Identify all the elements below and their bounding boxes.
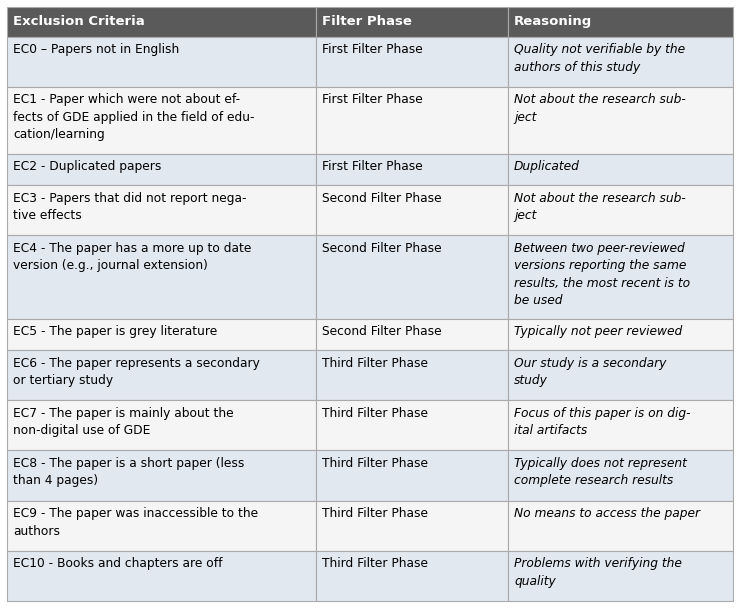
Text: EC8 - The paper is a short paper (less
than 4 pages): EC8 - The paper is a short paper (less t… [13,457,244,488]
Bar [508,350,733,400]
Bar [508,154,733,185]
Text: First Filter Phase: First Filter Phase [322,43,423,57]
Text: Duplicated: Duplicated [514,160,580,173]
Text: No means to access the paper: No means to access the paper [514,507,700,520]
Bar [7,7,315,37]
Bar [508,235,733,319]
Bar [7,400,315,451]
Bar [508,400,733,451]
Text: Third Filter Phase: Third Filter Phase [322,356,428,370]
Bar [315,185,508,235]
Text: EC7 - The paper is mainly about the
non-digital use of GDE: EC7 - The paper is mainly about the non-… [13,407,234,437]
Text: Exclusion Criteria: Exclusion Criteria [13,15,145,29]
Bar [7,451,315,500]
Bar [7,154,315,185]
Text: Between two peer-reviewed
versions reporting the same
results, the most recent i: Between two peer-reviewed versions repor… [514,242,690,307]
Bar [7,235,315,319]
Text: EC0 – Papers not in English: EC0 – Papers not in English [13,43,179,57]
Bar [7,37,315,87]
Text: Not about the research sub-
ject: Not about the research sub- ject [514,192,686,222]
Bar [7,551,315,601]
Text: Filter Phase: Filter Phase [322,15,411,29]
Bar [315,37,508,87]
Text: EC9 - The paper was inaccessible to the
authors: EC9 - The paper was inaccessible to the … [13,507,258,537]
Text: EC3 - Papers that did not report nega-
tive effects: EC3 - Papers that did not report nega- t… [13,192,246,222]
Bar [7,350,315,400]
Bar [508,185,733,235]
Bar [315,400,508,451]
Bar [315,7,508,37]
Text: Third Filter Phase: Third Filter Phase [322,407,428,420]
Text: EC5 - The paper is grey literature: EC5 - The paper is grey literature [13,325,218,338]
Text: Problems with verifying the
quality: Problems with verifying the quality [514,558,682,588]
Bar [508,551,733,601]
Text: EC10 - Books and chapters are off: EC10 - Books and chapters are off [13,558,223,570]
Bar [315,551,508,601]
Bar [315,350,508,400]
Bar [7,500,315,551]
Text: Typically not peer reviewed: Typically not peer reviewed [514,325,682,338]
Text: First Filter Phase: First Filter Phase [322,160,423,173]
Bar [508,7,733,37]
Text: EC6 - The paper represents a secondary
or tertiary study: EC6 - The paper represents a secondary o… [13,356,260,387]
Bar [508,500,733,551]
Text: Focus of this paper is on dig-
ital artifacts: Focus of this paper is on dig- ital arti… [514,407,690,437]
Text: Second Filter Phase: Second Filter Phase [322,192,441,205]
Bar [315,154,508,185]
Text: EC2 - Duplicated papers: EC2 - Duplicated papers [13,160,161,173]
Text: Not about the research sub-
ject: Not about the research sub- ject [514,94,686,124]
Text: Third Filter Phase: Third Filter Phase [322,558,428,570]
Bar [315,319,508,350]
Bar [7,87,315,154]
Text: Third Filter Phase: Third Filter Phase [322,457,428,470]
Text: Typically does not represent
complete research results: Typically does not represent complete re… [514,457,687,488]
Text: Our study is a secondary
study: Our study is a secondary study [514,356,666,387]
Text: First Filter Phase: First Filter Phase [322,94,423,106]
Text: Second Filter Phase: Second Filter Phase [322,325,441,338]
Text: Third Filter Phase: Third Filter Phase [322,507,428,520]
Text: EC4 - The paper has a more up to date
version (e.g., journal extension): EC4 - The paper has a more up to date ve… [13,242,252,272]
Bar [315,451,508,500]
Text: Quality not verifiable by the
authors of this study: Quality not verifiable by the authors of… [514,43,685,74]
Bar [7,185,315,235]
Bar [508,451,733,500]
Bar [7,319,315,350]
Bar [508,87,733,154]
Bar [315,235,508,319]
Bar [508,319,733,350]
Text: EC1 - Paper which were not about ef-
fects of GDE applied in the field of edu-
c: EC1 - Paper which were not about ef- fec… [13,94,255,142]
Bar [315,500,508,551]
Text: Second Filter Phase: Second Filter Phase [322,242,441,255]
Bar [315,87,508,154]
Text: Reasoning: Reasoning [514,15,592,29]
Bar [508,37,733,87]
